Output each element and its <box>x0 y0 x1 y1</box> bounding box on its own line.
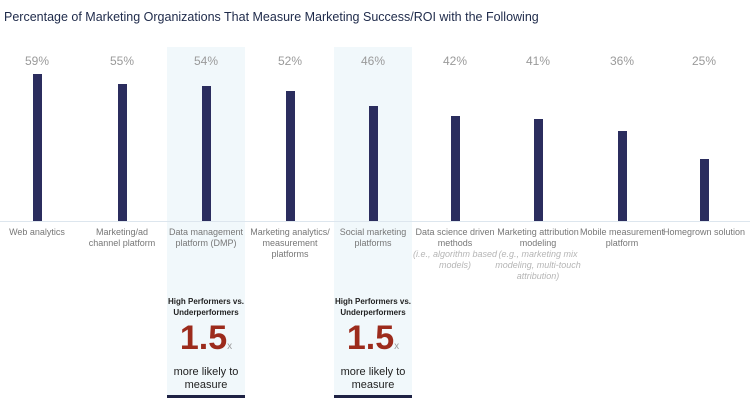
category-name: Web analytics <box>9 227 65 237</box>
value-label: 36% <box>609 54 635 68</box>
category-note: (e.g., marketing mix modeling, multi-tou… <box>495 249 581 281</box>
bar <box>32 74 42 221</box>
callout-heading: High Performers vs. Underperformers <box>334 297 412 317</box>
baseline <box>0 221 750 222</box>
callout-heading: High Performers vs. Underperformers <box>167 297 245 317</box>
category-label: Homegrown solution <box>661 227 747 238</box>
category-name: Social marketing platforms <box>339 227 407 248</box>
bar <box>617 131 627 221</box>
callout: High Performers vs. Underperformers 1.5x m… <box>334 296 412 392</box>
callout-multiplier: 1.5x <box>167 320 245 365</box>
value-label: 25% <box>691 54 717 68</box>
category-label: Web analytics <box>0 227 80 238</box>
category-label: Data management platform (DMP) <box>163 227 249 249</box>
callout: High Performers vs. Underperformers 1.5x m… <box>167 296 245 392</box>
bar <box>450 116 460 221</box>
category-label: Social marketing platforms <box>330 227 416 249</box>
bar <box>117 83 127 221</box>
callout-multiplier: 1.5x <box>334 320 412 365</box>
highlight-bottom-rule <box>167 395 245 398</box>
multiplier-unit: x <box>394 341 400 352</box>
category-name: Data science driven methods <box>415 227 495 248</box>
chart-title: Percentage of Marketing Organizations Th… <box>4 10 539 24</box>
highlight-column <box>334 47 412 398</box>
category-label: Marketing analytics/ measurement platfor… <box>247 227 333 260</box>
value-label: 41% <box>525 54 551 68</box>
bar <box>699 158 709 221</box>
multiplier-value: 1.5 <box>179 319 228 357</box>
category-name: Marketing/ad channel platform <box>88 227 156 248</box>
category-label: Marketing attribution modeling (e.g., mar… <box>495 227 581 282</box>
callout-caption: more likely to measure <box>173 366 239 391</box>
value-label: 52% <box>277 54 303 68</box>
bar <box>201 86 211 221</box>
multiplier-unit: x <box>227 341 233 352</box>
category-label: Marketing/ad channel platform <box>79 227 165 249</box>
multiplier-value: 1.5 <box>346 319 395 357</box>
category-label: Mobile measurement platform <box>579 227 665 249</box>
value-label: 46% <box>360 54 386 68</box>
category-note: (i.e., algorithm based models) <box>412 249 498 270</box>
value-label: 55% <box>109 54 135 68</box>
value-label: 42% <box>442 54 468 68</box>
category-name: Data management platform (DMP) <box>168 227 244 248</box>
category-name: Marketing analytics/ measurement platfor… <box>250 227 330 259</box>
category-name: Mobile measurement platform <box>579 227 665 248</box>
value-label: 54% <box>193 54 219 68</box>
category-name: Homegrown solution <box>662 227 746 237</box>
value-label: 59% <box>24 54 50 68</box>
category-name: Marketing attribution modeling <box>497 227 579 248</box>
highlight-bottom-rule <box>334 395 412 398</box>
bar <box>285 91 295 221</box>
category-label: Data science driven methods (i.e., algori… <box>412 227 498 271</box>
bar <box>533 118 543 221</box>
callout-caption: more likely to measure <box>340 366 406 391</box>
bar <box>368 106 378 221</box>
